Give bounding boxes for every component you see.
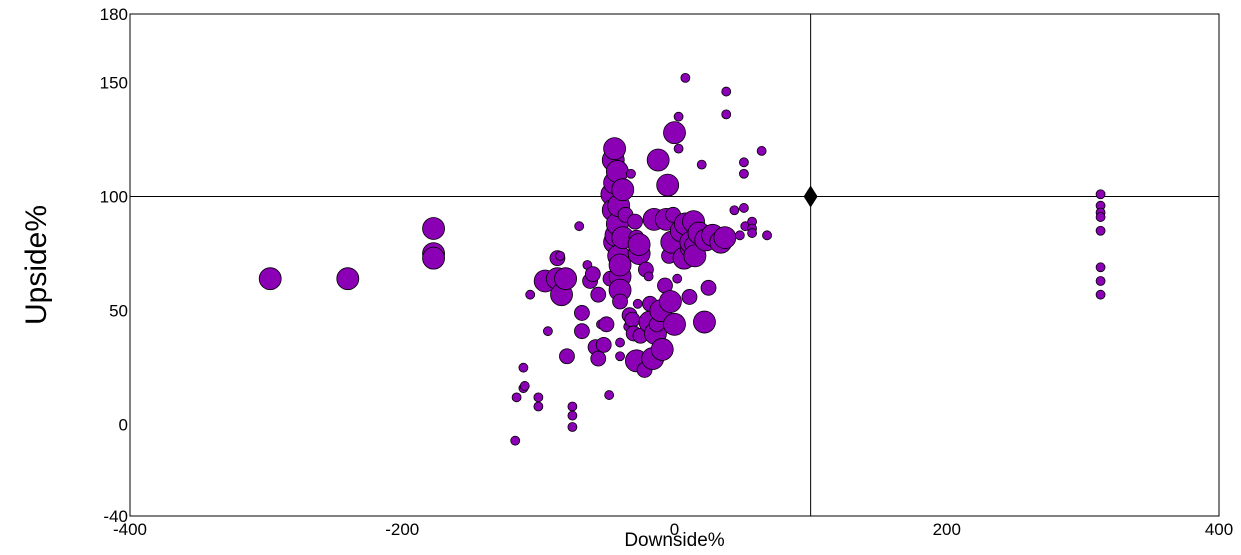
data-point-68 bbox=[627, 233, 651, 256]
data-point-6 bbox=[511, 392, 522, 403]
data-point-2 bbox=[422, 217, 445, 240]
y-tick-label-3: 100 bbox=[100, 188, 128, 207]
x-axis-label: Downside% bbox=[624, 530, 724, 551]
y-tick-label-5: 180 bbox=[100, 5, 128, 24]
data-point-17 bbox=[555, 250, 566, 261]
data-point-126 bbox=[1095, 189, 1106, 200]
data-point-117 bbox=[739, 203, 749, 213]
data-point-113 bbox=[721, 86, 732, 97]
data-point-123 bbox=[747, 228, 757, 238]
data-point-80 bbox=[646, 148, 670, 172]
y-tick-label-4: 150 bbox=[100, 73, 128, 92]
data-point-26 bbox=[574, 323, 590, 340]
data-point-29 bbox=[584, 266, 601, 283]
data-point-54 bbox=[615, 351, 625, 362]
data-point-31 bbox=[590, 350, 607, 367]
data-point-51 bbox=[612, 293, 628, 310]
data-point-93 bbox=[673, 111, 684, 122]
data-point-107 bbox=[693, 310, 716, 334]
data-point-112 bbox=[713, 226, 737, 250]
data-point-130 bbox=[1095, 225, 1106, 236]
data-point-11 bbox=[533, 392, 544, 403]
data-point-98 bbox=[680, 72, 691, 83]
data-point-12 bbox=[533, 401, 544, 412]
data-point-52 bbox=[608, 253, 632, 277]
y-axis-label: Upside% bbox=[20, 205, 53, 325]
data-point-9 bbox=[519, 381, 530, 391]
data-point-43 bbox=[603, 137, 627, 161]
data-point-118 bbox=[739, 157, 749, 168]
data-point-94 bbox=[673, 143, 684, 154]
reference-marker bbox=[803, 185, 818, 208]
data-point-20 bbox=[559, 348, 575, 365]
data-point-106 bbox=[696, 159, 707, 170]
data-point-109 bbox=[700, 279, 717, 296]
data-point-82 bbox=[650, 338, 674, 361]
data-point-25 bbox=[574, 305, 590, 321]
data-point-60 bbox=[626, 168, 636, 179]
y-tick-label-2: 50 bbox=[109, 302, 128, 321]
x-tick-label-4: 400 bbox=[1205, 520, 1233, 539]
data-point-125 bbox=[762, 230, 772, 241]
y-tick-labels: -40 0 50 100 150 180 bbox=[100, 5, 128, 526]
data-point-35 bbox=[598, 316, 615, 333]
data-point-23 bbox=[567, 422, 578, 432]
data-point-61 bbox=[624, 311, 641, 328]
x-tick-label-3: 200 bbox=[933, 520, 961, 539]
data-point-116 bbox=[734, 230, 745, 241]
data-point-1 bbox=[336, 267, 360, 291]
diamond-marker bbox=[803, 185, 818, 208]
data-point-104 bbox=[683, 244, 707, 268]
data-point-14 bbox=[543, 326, 553, 337]
data-point-0 bbox=[258, 267, 282, 291]
data-point-53 bbox=[615, 337, 625, 348]
data-point-124 bbox=[756, 146, 767, 156]
x-tick-label-1: -200 bbox=[385, 520, 419, 539]
data-point-7 bbox=[518, 362, 529, 373]
data-point-114 bbox=[721, 109, 732, 120]
x-tick-label-0: -400 bbox=[113, 520, 147, 539]
data-point-24 bbox=[574, 221, 585, 232]
data-point-100 bbox=[681, 289, 698, 305]
data-point-131 bbox=[1095, 262, 1106, 273]
data-point-129 bbox=[1095, 212, 1106, 222]
data-point-5 bbox=[510, 435, 521, 446]
x-tick-labels: -400 -200 0 200 400 bbox=[113, 520, 1233, 539]
y-tick-label-0: -40 bbox=[103, 507, 128, 526]
data-point-22 bbox=[567, 410, 578, 421]
data-point-10 bbox=[525, 289, 536, 300]
data-point-73 bbox=[643, 271, 654, 282]
data-point-32 bbox=[590, 286, 607, 303]
data-point-87 bbox=[659, 290, 682, 313]
data-point-55 bbox=[611, 178, 635, 202]
data-point-132 bbox=[1095, 276, 1106, 286]
data-point-19 bbox=[554, 267, 577, 291]
data-point-36 bbox=[604, 390, 615, 400]
data-point-34 bbox=[595, 336, 612, 353]
plot-frame bbox=[129, 13, 1220, 517]
data-point-119 bbox=[739, 168, 749, 179]
data-point-63 bbox=[627, 213, 643, 230]
y-tick-label-1: 0 bbox=[119, 416, 128, 435]
data-point-85 bbox=[656, 173, 680, 197]
x-tick-label-2: 0 bbox=[670, 520, 679, 539]
data-point-90 bbox=[663, 312, 686, 336]
data-point-133 bbox=[1095, 289, 1106, 300]
data-point-92 bbox=[672, 273, 683, 284]
data-point-115 bbox=[729, 205, 740, 216]
reference-lines bbox=[130, 14, 1219, 516]
data-points bbox=[258, 72, 1106, 446]
data-point-4 bbox=[422, 246, 445, 270]
data-point-91 bbox=[663, 121, 686, 145]
data-point-21 bbox=[567, 401, 578, 412]
data-point-66 bbox=[632, 298, 643, 309]
